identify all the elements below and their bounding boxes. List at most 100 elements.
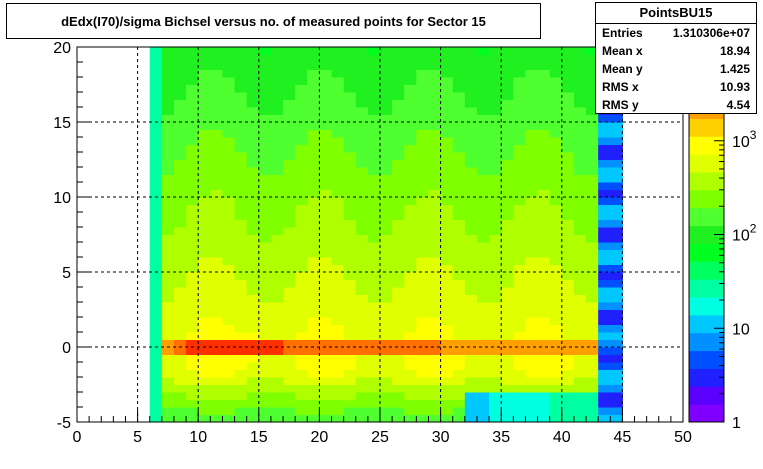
heatmap-cell xyxy=(440,249,454,258)
heatmap-cell xyxy=(610,362,623,370)
heatmap-cell xyxy=(549,234,563,243)
heatmap-cell xyxy=(295,219,308,228)
heatmap-cell xyxy=(392,227,405,235)
heatmap-cell xyxy=(561,159,575,168)
heatmap-cell xyxy=(234,309,248,318)
heatmap-cell xyxy=(355,272,369,280)
heatmap-cell xyxy=(246,129,260,138)
heatmap-cell xyxy=(186,159,199,168)
heatmap-cell xyxy=(307,219,320,228)
heatmap-cell xyxy=(501,92,514,100)
heatmap-cell xyxy=(210,324,223,333)
heatmap-cell xyxy=(343,62,357,70)
heatmap-cell xyxy=(501,84,514,93)
heatmap-cell xyxy=(440,362,454,370)
heatmap-cell xyxy=(173,392,187,400)
heatmap-cell xyxy=(367,309,381,318)
heatmap-cell xyxy=(331,47,345,55)
heatmap-cell xyxy=(598,189,611,198)
heatmap-cell xyxy=(258,249,272,258)
heatmap-cell xyxy=(428,257,442,265)
heatmap-cell xyxy=(573,69,587,78)
heatmap-cell xyxy=(161,167,175,175)
heatmap-cell xyxy=(283,272,296,280)
heatmap-cell xyxy=(392,54,405,63)
heatmap-cell xyxy=(343,77,357,85)
heatmap-cell xyxy=(355,159,369,168)
heatmap-cell xyxy=(464,99,478,108)
heatmap-cell xyxy=(355,152,369,160)
heatmap-cell xyxy=(343,309,357,318)
heatmap-cell xyxy=(549,137,563,145)
heatmap-cell xyxy=(246,92,260,100)
heatmap-cell xyxy=(428,392,442,400)
heatmap-cell xyxy=(246,84,260,93)
heatmap-cell xyxy=(234,399,248,408)
heatmap-cell xyxy=(573,324,587,333)
heatmap-cell xyxy=(501,362,514,370)
heatmap-cell xyxy=(295,392,308,400)
heatmap-cell xyxy=(549,287,563,295)
heatmap-cell xyxy=(270,272,284,280)
heatmap-cell xyxy=(258,212,272,220)
heatmap-cell xyxy=(537,54,551,63)
heatmap-cell xyxy=(525,347,539,355)
heatmap-cell xyxy=(537,159,551,168)
heatmap-cell xyxy=(392,399,405,408)
heatmap-cell xyxy=(234,92,248,100)
heatmap-cell xyxy=(234,227,248,235)
heatmap-cell xyxy=(210,114,223,123)
heatmap-cell xyxy=(416,294,429,303)
heatmap-cell xyxy=(586,399,599,408)
heatmap-cell xyxy=(525,99,539,108)
heatmap-cell xyxy=(537,279,551,288)
heatmap-cell xyxy=(149,69,163,78)
heatmap-cell xyxy=(428,317,442,325)
heatmap-cell xyxy=(234,84,248,93)
heatmap-cell xyxy=(367,399,381,408)
heatmap-layer xyxy=(149,47,623,423)
heatmap-cell xyxy=(367,234,381,243)
heatmap-cell xyxy=(173,92,187,100)
heatmap-cell xyxy=(380,257,393,265)
heatmap-cell xyxy=(367,84,381,93)
heatmap-cell xyxy=(489,144,502,153)
heatmap-cell xyxy=(149,84,163,93)
heatmap-cell xyxy=(537,114,551,123)
heatmap-cell xyxy=(355,204,369,213)
heatmap-cell xyxy=(198,99,211,108)
heatmap-cell xyxy=(258,264,272,273)
heatmap-cell xyxy=(283,114,296,123)
heatmap-cell xyxy=(186,347,199,355)
heatmap-cell xyxy=(537,144,551,153)
heatmap-cell xyxy=(355,189,369,198)
heatmap-cell xyxy=(198,384,211,393)
heatmap-cell xyxy=(173,264,187,273)
heatmap-cell xyxy=(161,174,175,183)
heatmap-cell xyxy=(149,309,163,318)
heatmap-cell xyxy=(307,54,320,63)
heatmap-cell xyxy=(270,279,284,288)
heatmap-cell xyxy=(428,69,442,78)
heatmap-cell xyxy=(573,332,587,340)
stats-value: 1.310306e+07 xyxy=(672,26,750,40)
heatmap-cell xyxy=(537,407,551,415)
heatmap-cell xyxy=(270,294,284,303)
heatmap-cell xyxy=(380,377,393,385)
heatmap-cell xyxy=(561,377,575,385)
heatmap-cell xyxy=(161,339,175,348)
heatmap-cell xyxy=(319,62,333,70)
heatmap-cell xyxy=(537,399,551,408)
heatmap-cell xyxy=(404,317,417,325)
heatmap-cell xyxy=(452,272,466,280)
heatmap-cell xyxy=(513,122,526,130)
heatmap-cell xyxy=(428,92,442,100)
heatmap-cell xyxy=(270,242,284,250)
heatmap-cell xyxy=(307,152,320,160)
heatmap-cell xyxy=(198,47,211,55)
heatmap-cell xyxy=(464,152,478,160)
heatmap-cell xyxy=(476,242,490,250)
heatmap-cell xyxy=(561,287,575,295)
heatmap-cell xyxy=(222,332,236,340)
heatmap-cell xyxy=(246,384,260,393)
